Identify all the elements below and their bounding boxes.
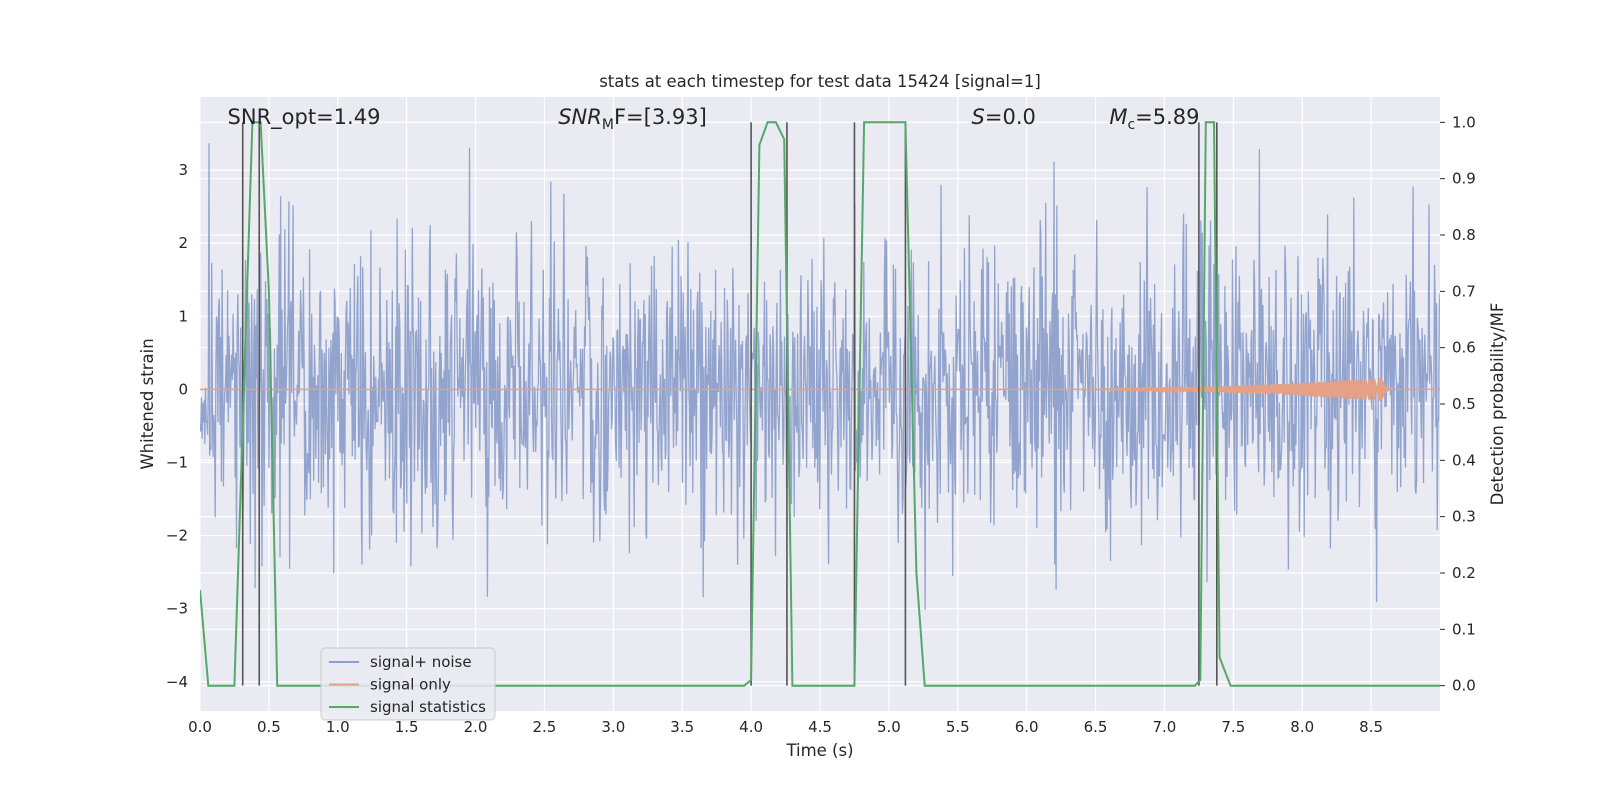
- series-signal-noise-line: [200, 143, 1440, 610]
- x-axis-label: Time (s): [785, 741, 853, 760]
- x-tick-label: 5.0: [877, 718, 901, 736]
- y-axis-label: Whitened strain: [138, 338, 157, 469]
- y-right-tick-label: 1.0: [1452, 113, 1476, 131]
- y-right-tick-label: 0.9: [1452, 170, 1476, 188]
- chart-title: stats at each timestep for test data 154…: [599, 72, 1041, 91]
- y-axis-ticks: 3 2 1 0 −1 −2 −3 −4: [166, 161, 188, 691]
- y-right-tick-label: 0.8: [1452, 226, 1476, 244]
- x-tick-label: 6.0: [1015, 718, 1039, 736]
- legend-label: signal statistics: [370, 698, 486, 716]
- x-tick-label: 3.0: [601, 718, 625, 736]
- x-tick-label: 0.5: [257, 718, 281, 736]
- x-tick-label: 8.0: [1290, 718, 1314, 736]
- y-right-tick-label: 0.6: [1452, 339, 1476, 357]
- annotations: SNR_opt=1.49 SNRMF=[3.93] S=0.0 Mc=5.89: [228, 105, 1200, 133]
- y-right-tick-label: 0.1: [1452, 620, 1476, 638]
- series-signal-only-line: [200, 377, 1440, 401]
- x-tick-label: 4.0: [739, 718, 763, 736]
- y-tick-label: −1: [166, 453, 188, 471]
- x-tick-label: 2.5: [533, 718, 557, 736]
- y-tick-label: 3: [178, 161, 188, 179]
- y-tick-label: 1: [178, 307, 188, 325]
- y-tick-label: −2: [166, 527, 188, 545]
- annotation: Mc=5.89: [1109, 105, 1199, 133]
- x-tick-label: 2.0: [464, 718, 488, 736]
- x-axis-ticks: 0.0 0.5 1.0 1.5 2.0 2.5 3.0 3.5 4.0 4.5 5.0 5.5 6.0 6…: [188, 718, 1383, 736]
- annotation: SNR_opt=1.49: [228, 105, 381, 130]
- y-right-tick-label: 0.5: [1452, 395, 1476, 413]
- x-tick-label: 7.5: [1221, 718, 1245, 736]
- series-signal-statistics-line: [200, 121, 1440, 687]
- x-tick-label: 7.0: [1153, 718, 1177, 736]
- y-axis-right-ticks: 1.0 0.9 0.8 0.7 0.6 0.5 0.4 0.3 0.2 0.1 0.0: [1440, 113, 1476, 695]
- legend: signal+ noise signal only signal statistic…: [320, 647, 496, 721]
- x-tick-label: 6.5: [1084, 718, 1108, 736]
- y-axis-right-label: Detection probability/MF: [1488, 303, 1507, 506]
- y-tick-label: 2: [178, 234, 188, 252]
- y-right-tick-label: 0.0: [1452, 677, 1476, 695]
- y-tick-label: −3: [166, 600, 188, 618]
- y-right-tick-label: 0.7: [1452, 282, 1476, 300]
- x-tick-label: 5.5: [946, 718, 970, 736]
- x-tick-label: 1.0: [326, 718, 350, 736]
- legend-label: signal+ noise: [370, 653, 472, 671]
- x-tick-label: 3.5: [670, 718, 694, 736]
- x-tick-label: 4.5: [808, 718, 832, 736]
- y-right-tick-label: 0.2: [1452, 564, 1476, 582]
- y-right-tick-label: 0.3: [1452, 508, 1476, 526]
- x-tick-label: 8.5: [1359, 718, 1383, 736]
- x-tick-label: 0.0: [188, 718, 212, 736]
- x-tick-label: 1.5: [395, 718, 419, 736]
- y-right-tick-label: 0.4: [1452, 451, 1476, 469]
- legend-box: [320, 647, 496, 721]
- y-tick-label: 0: [178, 380, 188, 398]
- annotation: SNRMF=[3.93]: [558, 105, 707, 133]
- legend-label: signal only: [370, 676, 451, 694]
- y-tick-label: −4: [166, 673, 188, 691]
- annotation: S=0.0: [972, 105, 1036, 129]
